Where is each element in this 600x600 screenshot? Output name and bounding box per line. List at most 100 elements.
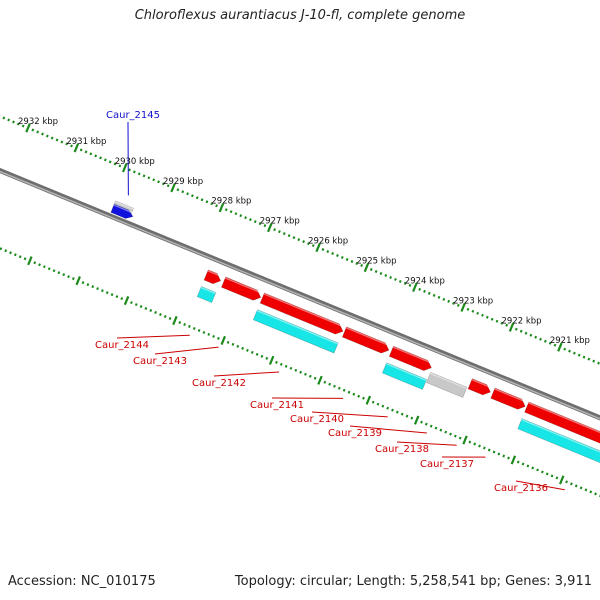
inner-ruler-major-tick bbox=[268, 355, 275, 365]
inner-ruler-minor-tick bbox=[304, 372, 307, 376]
outer-ruler-minor-tick bbox=[326, 250, 330, 254]
outer-ruler-minor-tick bbox=[278, 230, 281, 234]
inner-ruler-minor-tick bbox=[18, 255, 22, 259]
reverse-gene-arrow-shine bbox=[224, 277, 263, 294]
reverse-gene-arrow bbox=[203, 269, 222, 285]
kbp-tick-label: 2925 kbp bbox=[356, 256, 396, 266]
callout-line bbox=[154, 346, 219, 355]
rna-gene-block-shine bbox=[200, 286, 216, 295]
kbp-tick-label: 2930 kbp bbox=[115, 157, 155, 167]
outer-ruler-minor-tick bbox=[79, 148, 83, 152]
inner-ruler-minor-tick bbox=[52, 269, 56, 273]
outer-ruler-minor-tick bbox=[166, 184, 170, 188]
outer-ruler-major-tick bbox=[508, 322, 515, 332]
reverse-gene-arrow bbox=[388, 345, 432, 371]
outer-ruler-minor-tick bbox=[418, 287, 422, 291]
gene-label: Caur_2137 bbox=[420, 459, 474, 470]
outer-ruler-major-tick bbox=[121, 163, 128, 173]
outer-ruler-minor-tick bbox=[234, 212, 238, 216]
outer-ruler-minor-tick bbox=[336, 254, 339, 258]
inner-ruler-minor-tick bbox=[134, 303, 138, 307]
outer-ruler-minor-tick bbox=[195, 196, 199, 200]
inner-ruler-minor-tick bbox=[289, 366, 293, 370]
inner-ruler-minor-tick bbox=[381, 404, 385, 408]
gene-label: Caur_2142 bbox=[192, 378, 246, 389]
inner-ruler-minor-tick bbox=[120, 297, 124, 301]
outer-ruler-minor-tick bbox=[253, 220, 257, 224]
outer-ruler-minor-tick bbox=[427, 291, 431, 295]
inner-ruler-minor-tick bbox=[57, 271, 61, 275]
outer-ruler-minor-tick bbox=[331, 252, 334, 256]
outer-ruler-minor-tick bbox=[311, 244, 315, 248]
inner-ruler-minor-tick bbox=[279, 362, 283, 366]
outer-ruler-minor-tick bbox=[60, 140, 64, 144]
backbone-line bbox=[0, 167, 600, 421]
kbp-tick-label: 2928 kbp bbox=[211, 197, 251, 207]
gene-label: Caur_2139 bbox=[328, 428, 382, 439]
inner-ruler-minor-tick bbox=[67, 275, 70, 279]
outer-ruler-minor-tick bbox=[36, 130, 40, 134]
inner-ruler-minor-tick bbox=[42, 265, 46, 269]
inner-ruler-minor-tick bbox=[299, 370, 303, 374]
outer-ruler-minor-tick bbox=[519, 329, 523, 333]
outer-ruler-minor-tick bbox=[384, 273, 388, 277]
outer-ruler-minor-tick bbox=[534, 335, 538, 339]
reverse-gene-arrow bbox=[467, 378, 491, 396]
inner-ruler-minor-tick bbox=[197, 328, 201, 332]
outer-ruler-minor-tick bbox=[539, 337, 542, 341]
outer-ruler-minor-tick bbox=[524, 331, 528, 335]
genome-summary-text: Topology: circular; Length: 5,258,541 bp… bbox=[234, 574, 592, 589]
outer-ruler-minor-tick bbox=[398, 279, 402, 283]
outer-ruler-minor-tick bbox=[176, 188, 180, 192]
gene-label: Caur_2145 bbox=[106, 110, 160, 121]
inner-ruler-minor-tick bbox=[260, 354, 264, 358]
outer-ruler-minor-tick bbox=[41, 132, 44, 136]
inner-ruler-minor-tick bbox=[453, 434, 457, 438]
outer-ruler-minor-tick bbox=[205, 200, 209, 204]
reverse-gene-arrow-shine bbox=[494, 388, 528, 403]
kbp-tick-labels: 2932 kbp 2931 kbp 2930 kbp 2929 kbp 2928 kbp… bbox=[18, 117, 590, 346]
inner-ruler-major-tick bbox=[317, 375, 323, 385]
inner-ruler-minor-tick bbox=[308, 374, 312, 378]
inner-ruler-minor-tick bbox=[376, 402, 380, 406]
outer-ruler-minor-tick bbox=[89, 152, 93, 156]
outer-ruler-minor-tick bbox=[297, 238, 301, 242]
outer-ruler-minor-tick bbox=[302, 240, 305, 244]
outer-ruler-minor-tick bbox=[186, 192, 189, 196]
outer-ruler-major-tick bbox=[557, 342, 563, 352]
outer-ruler-minor-tick bbox=[142, 174, 146, 178]
reverse-gene-arrow bbox=[341, 326, 390, 354]
inner-ruler-minor-tick bbox=[405, 414, 409, 418]
inner-ruler-minor-tick bbox=[420, 420, 423, 424]
pseudo-gene-block-shine bbox=[114, 201, 134, 210]
outer-ruler-minor-tick bbox=[137, 172, 141, 176]
outer-ruler-minor-tick bbox=[94, 154, 98, 158]
outer-ruler-minor-tick bbox=[355, 262, 359, 265]
outer-ruler-minor-tick bbox=[485, 315, 489, 319]
outer-ruler-minor-tick bbox=[147, 176, 151, 180]
inner-ruler-minor-tick bbox=[183, 322, 186, 326]
outer-ruler-major-tick bbox=[170, 183, 176, 193]
outer-ruler-minor-tick bbox=[374, 269, 378, 273]
inner-ruler-major-tick bbox=[220, 335, 227, 345]
inner-ruler-minor-tick bbox=[217, 336, 220, 340]
reverse-gene-arrow-shine bbox=[528, 402, 600, 434]
outer-ruler-minor-tick bbox=[31, 128, 35, 132]
kbp-tick-label: 2926 kbp bbox=[308, 237, 348, 247]
inner-ruler-minor-tick bbox=[570, 482, 573, 486]
outer-ruler-minor-tick bbox=[128, 168, 131, 172]
forward-gene-arrow-shine bbox=[113, 204, 135, 215]
inner-ruler-minor-tick bbox=[584, 488, 588, 492]
forward-gene-arrow bbox=[110, 203, 134, 219]
inner-ruler-major-tick bbox=[365, 395, 372, 405]
outer-ruler-major-tick bbox=[73, 143, 80, 153]
outer-ruler-minor-tick bbox=[490, 317, 494, 321]
outer-ruler-minor-tick bbox=[113, 162, 117, 166]
outer-ruler-minor-tick bbox=[529, 333, 533, 337]
outer-ruler-minor-tick bbox=[568, 349, 571, 353]
outer-ruler-minor-tick bbox=[249, 218, 252, 222]
outer-ruler-minor-tick bbox=[263, 224, 267, 228]
outer-ruler-minor-tick bbox=[45, 134, 49, 138]
inner-ruler-minor-tick bbox=[23, 257, 27, 261]
